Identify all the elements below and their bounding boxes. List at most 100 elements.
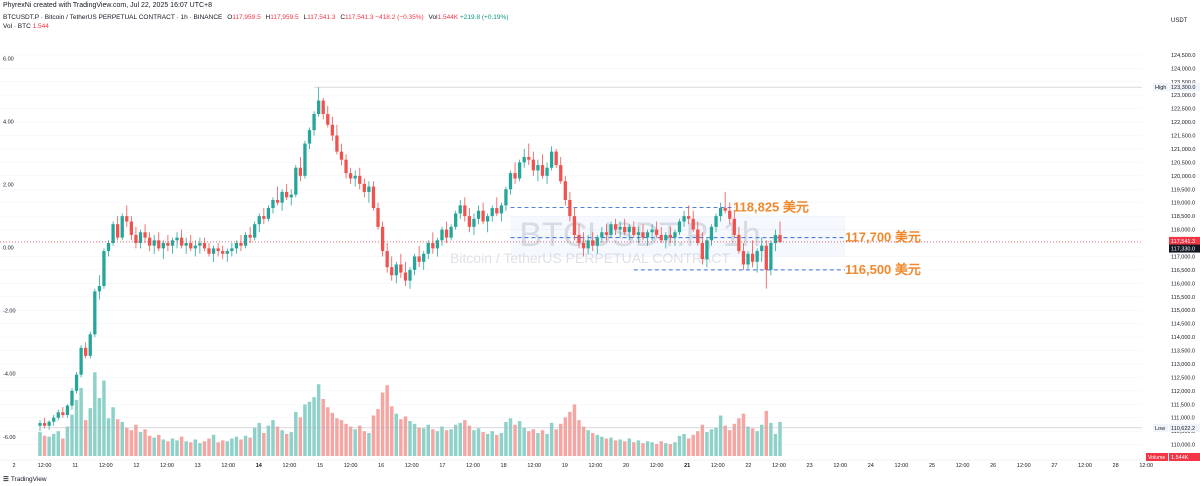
high-tag-bg	[1169, 83, 1200, 92]
candle-body	[275, 200, 280, 203]
candle-body	[367, 186, 371, 192]
candle-body	[641, 232, 645, 238]
volume-bar	[65, 426, 70, 456]
candle-body	[422, 253, 426, 262]
high-label: H	[265, 14, 271, 21]
volume-bar	[120, 421, 124, 456]
time-tick-label: 16	[378, 463, 384, 469]
time-tick-label: 12:00	[711, 463, 725, 469]
price-unit-label: USDT	[1171, 18, 1188, 24]
volume-bar	[303, 404, 307, 456]
candle-body	[554, 151, 558, 166]
candle-body	[157, 240, 161, 249]
volume-bar	[673, 442, 677, 456]
volume-bar	[202, 441, 207, 456]
volume-bar	[449, 429, 453, 456]
candle-body	[559, 165, 563, 182]
volume-bar	[531, 429, 536, 456]
volume-bar	[668, 444, 673, 456]
volume-legend-label[interactable]: Vol · BTC	[3, 23, 31, 30]
volume-bar	[426, 424, 431, 456]
volume-bar	[627, 438, 631, 456]
candle-body	[486, 216, 490, 222]
vol-label: Vol	[428, 14, 438, 21]
volume-bar	[750, 428, 755, 456]
volume-bar	[549, 422, 554, 456]
volume-bar	[545, 433, 549, 456]
volume-bar	[344, 423, 348, 456]
candle-body	[527, 157, 531, 160]
volume-bar	[284, 433, 289, 456]
volume-bar	[444, 430, 449, 456]
volume-legend-value: 1.544	[32, 23, 49, 30]
candle-body	[682, 216, 686, 222]
volume-bar	[773, 433, 778, 456]
volume-bar	[111, 407, 115, 456]
candle-body	[266, 208, 271, 219]
candle-body	[326, 114, 330, 125]
volume-bar	[367, 433, 371, 456]
candle-body	[198, 243, 202, 246]
volume-bar	[403, 416, 408, 456]
volume-bar	[778, 421, 782, 456]
volume-bar	[362, 431, 367, 456]
candle-body	[202, 243, 207, 249]
volume-bar	[513, 424, 517, 456]
volume-bar	[600, 436, 604, 456]
volume-bar	[271, 420, 275, 456]
candlesticks	[38, 87, 782, 432]
volume-bar	[207, 438, 211, 456]
price-tick-label: 119,500.0	[1171, 187, 1195, 193]
price-tick-label: 115,000.0	[1171, 308, 1195, 314]
volume-bar	[618, 439, 622, 456]
candle-body	[248, 234, 252, 238]
candle-body	[134, 234, 138, 243]
candle-body	[193, 245, 197, 249]
close-value: 117,541.3	[345, 14, 374, 21]
volume-bar	[339, 420, 344, 456]
volume-bar	[307, 401, 312, 456]
brand-name[interactable]: TradingView	[10, 476, 47, 483]
volume-bar	[577, 420, 581, 456]
symbol-title[interactable]: BTCUSDT.P · Bitcoin / TetherUS PERPETUAL…	[3, 14, 223, 21]
candle-body	[714, 216, 718, 227]
percent-tick-label: 0.00	[3, 246, 14, 252]
volume-bar	[42, 435, 47, 456]
level-label: 117,700 美元	[845, 230, 921, 245]
candle-body	[353, 175, 357, 179]
candle-body	[568, 200, 572, 217]
volume-bar	[220, 440, 225, 456]
volume-bar	[490, 431, 494, 456]
volume-bar	[326, 407, 330, 456]
percent-tick-label: 2.00	[3, 183, 14, 189]
last-price-tag-bg	[1169, 236, 1200, 245]
percent-tick-label: -6.00	[3, 435, 16, 441]
change-value: −418.2 (−0.35%)	[375, 14, 424, 21]
price-tick-label: 113,500.0	[1171, 349, 1195, 355]
candle-body	[65, 405, 70, 415]
candle-body	[79, 347, 83, 375]
volume-bar	[51, 433, 56, 456]
symbol-watermark: BTCUSDT.P, 1h Bitcoin / TetherUS PERPETU…	[450, 216, 761, 266]
volume-bar	[358, 425, 362, 456]
candle-body	[700, 243, 704, 260]
last-price-tag: 117,541.3	[1171, 239, 1195, 245]
candle-body	[129, 221, 134, 235]
candle-body	[746, 253, 750, 265]
candle-body	[348, 173, 353, 179]
candle-body	[285, 191, 289, 198]
volume-bar	[700, 424, 705, 456]
volume-bar	[485, 433, 490, 456]
candle-body	[61, 412, 65, 415]
volume-bar	[682, 433, 686, 456]
candle-body	[330, 124, 334, 136]
candle-body	[298, 167, 303, 176]
volume-bar	[659, 441, 663, 456]
candle-body	[741, 251, 746, 265]
price-tick-label: 112,000.0	[1171, 389, 1195, 395]
close-label: C	[340, 14, 346, 21]
legend-header: BTCUSDT.P · Bitcoin / TetherUS PERPETUAL…	[3, 13, 508, 31]
volume-bar	[467, 425, 472, 456]
volume-tag-label: Volume	[1148, 455, 1165, 461]
